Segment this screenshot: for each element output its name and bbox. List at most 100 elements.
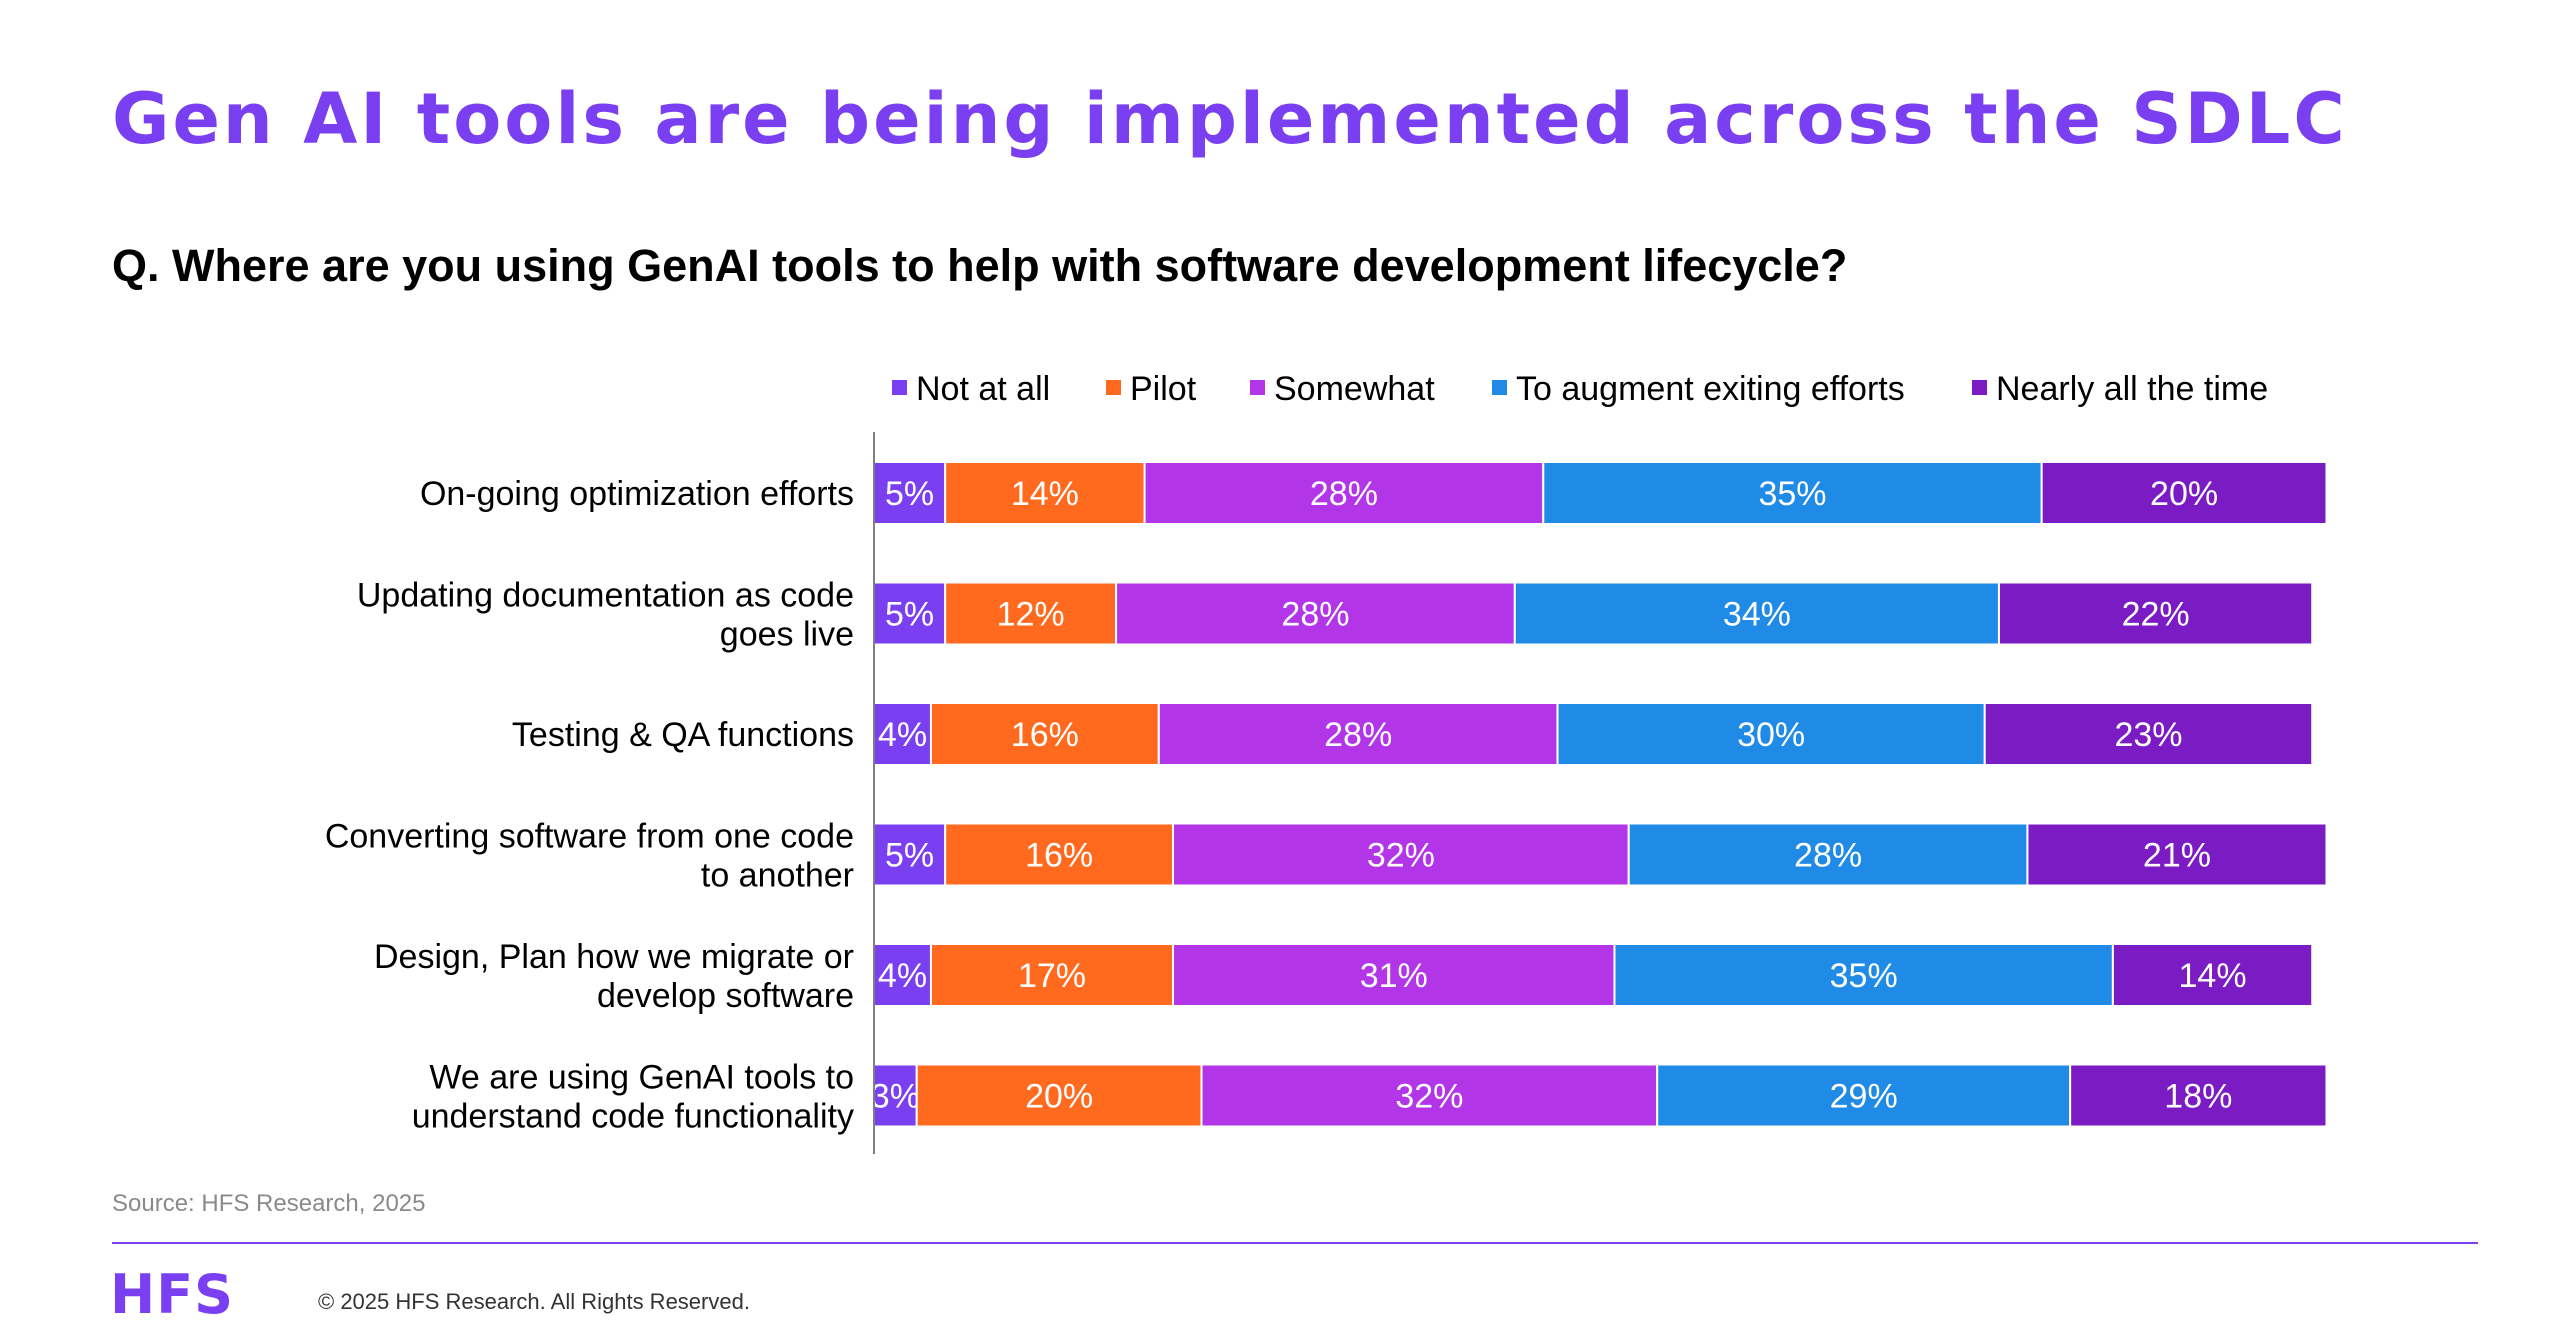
bar-segment (873, 581, 947, 646)
bar-segment (2040, 461, 2328, 525)
bar-value-label: 23% (2114, 716, 2182, 754)
legend-label: To augment exiting efforts (1516, 370, 1905, 408)
bar-row: 5% 14% 28% 35% 20% (873, 461, 2328, 525)
bar-segment (944, 822, 1175, 887)
bar-value-label: 35% (1758, 475, 1826, 513)
bar-value-label: 22% (2122, 596, 2190, 634)
category-label: Converting software from one code to anot… (325, 818, 854, 895)
bar-segment (1983, 702, 2314, 766)
bar-segment (915, 1063, 1203, 1128)
category-label-line: On-going optimization efforts (420, 475, 854, 513)
page-title: Gen AI tools are being implemented acros… (112, 78, 2348, 160)
bar-value-label: 21% (2143, 837, 2211, 875)
bar-value-label: 12% (997, 596, 1065, 634)
bar-segment (1556, 702, 1986, 766)
legend-item: Nearly all the time (1972, 370, 2268, 408)
bar-segment (2069, 1063, 2328, 1128)
bar-segment (1172, 822, 1630, 887)
legend-swatch (1972, 380, 1987, 395)
bar-value-label: 17% (1018, 957, 1086, 995)
bar-segment (873, 461, 947, 525)
source-note: Source: HFS Research, 2025 (112, 1190, 426, 1217)
category-label: Design, Plan how we migrate or develop so… (374, 938, 854, 1015)
bar-value-label: 28% (1281, 596, 1349, 634)
category-label: Updating documentation as code goes live (357, 577, 854, 654)
legend-swatch (1106, 380, 1121, 395)
legend-label: Not at all (916, 370, 1050, 408)
legend-item: Somewhat (1250, 370, 1435, 408)
category-label-line: to another (701, 857, 854, 895)
bar-segment (944, 581, 1118, 646)
bar-segment (1172, 943, 1616, 1007)
bar-value-label: 30% (1737, 716, 1805, 754)
bar-value-label: 32% (1367, 837, 1435, 875)
chart-legend: Not at all Pilot Somewhat To augment exitin… (892, 370, 2268, 408)
category-labels: On-going optimization efforts Updating do… (325, 475, 854, 1136)
bar-value-label: 28% (1310, 475, 1378, 513)
category-label-line: understand code functionality (412, 1098, 854, 1136)
copyright-notice: © 2025 HFS Research. All Rights Reserved… (318, 1289, 750, 1314)
bar-value-label: 28% (1324, 716, 1392, 754)
bar-segment (2111, 943, 2314, 1007)
bar-value-label: 31% (1360, 957, 1428, 995)
category-label: Testing & QA functions (512, 716, 854, 754)
category-label-line: develop software (597, 977, 854, 1015)
bar-value-label: 34% (1723, 596, 1791, 634)
bar-value-label: 28% (1794, 837, 1862, 875)
bar-segment (1613, 943, 2114, 1007)
bar-segment (1157, 702, 1559, 766)
category-label-line: Updating documentation as code (357, 577, 854, 615)
bar-value-label: 16% (1011, 716, 1079, 754)
bar-row: 5% 16% 32% 28% 21% (873, 822, 2328, 887)
bar-segment (1997, 581, 2314, 646)
bar-segment (929, 702, 1160, 766)
footer-divider (112, 1242, 2478, 1244)
bar-value-label: 32% (1395, 1078, 1463, 1116)
category-label-line: We are using GenAI tools to (429, 1059, 854, 1097)
bar-value-label: 29% (1830, 1078, 1898, 1116)
bar-segment (1200, 1063, 1659, 1128)
category-label-line: Converting software from one code (325, 818, 854, 856)
bar-segment (2026, 822, 2328, 887)
legend-label: Somewhat (1274, 370, 1435, 408)
bar-row: 4% 17% 31% 35% 14% (873, 943, 2314, 1007)
legend-swatch (892, 380, 907, 395)
legend-swatch (1250, 380, 1265, 395)
bar-value-label: 18% (2164, 1078, 2232, 1116)
bar-value-label: 20% (1025, 1078, 1093, 1116)
bar-segment (873, 702, 932, 766)
bar-row: 3% 20% 32% 29% 18% (871, 1063, 2328, 1128)
legend-label: Nearly all the time (1996, 370, 2268, 408)
category-label: On-going optimization efforts (420, 475, 854, 513)
stacked-bar-chart: Not at all Pilot Somewhat To augment exitin… (325, 370, 2328, 1154)
hfs-logo: HFS (110, 1263, 234, 1326)
bar-segment (1115, 581, 1516, 646)
bar-value-label: 3% (871, 1078, 920, 1116)
bar-row: 4% 16% 28% 30% 23% (873, 702, 2314, 766)
category-label-line: goes live (720, 616, 854, 654)
bar-segment (873, 1063, 918, 1128)
bar-row: 5% 12% 28% 34% 22% (873, 581, 2314, 646)
category-label-line: Design, Plan how we migrate or (374, 938, 854, 976)
chart-bars: 5% 14% 28% 35% 20% 5% 12% 28% 34% 22% 4% 16% 28% 30% 2… (871, 461, 2328, 1128)
bar-segment (1542, 461, 2043, 525)
bar-value-label: 14% (2179, 957, 2247, 995)
legend-label: Pilot (1130, 370, 1197, 408)
bar-value-label: 5% (885, 837, 934, 875)
bar-value-label: 35% (1830, 957, 1898, 995)
legend-item: Not at all (892, 370, 1050, 408)
bar-segment (1656, 1063, 2072, 1128)
bar-segment (1513, 581, 2000, 646)
bar-value-label: 4% (878, 716, 927, 754)
legend-item: To augment exiting efforts (1492, 370, 1905, 408)
bar-value-label: 4% (878, 957, 927, 995)
bar-value-label: 14% (1011, 475, 1079, 513)
legend-swatch (1492, 380, 1507, 395)
bar-value-label: 5% (885, 596, 934, 634)
bar-value-label: 16% (1025, 837, 1093, 875)
bar-value-label: 5% (885, 475, 934, 513)
bar-value-label: 20% (2150, 475, 2218, 513)
legend-item: Pilot (1106, 370, 1197, 408)
survey-question: Q. Where are you using GenAI tools to he… (112, 240, 1848, 291)
